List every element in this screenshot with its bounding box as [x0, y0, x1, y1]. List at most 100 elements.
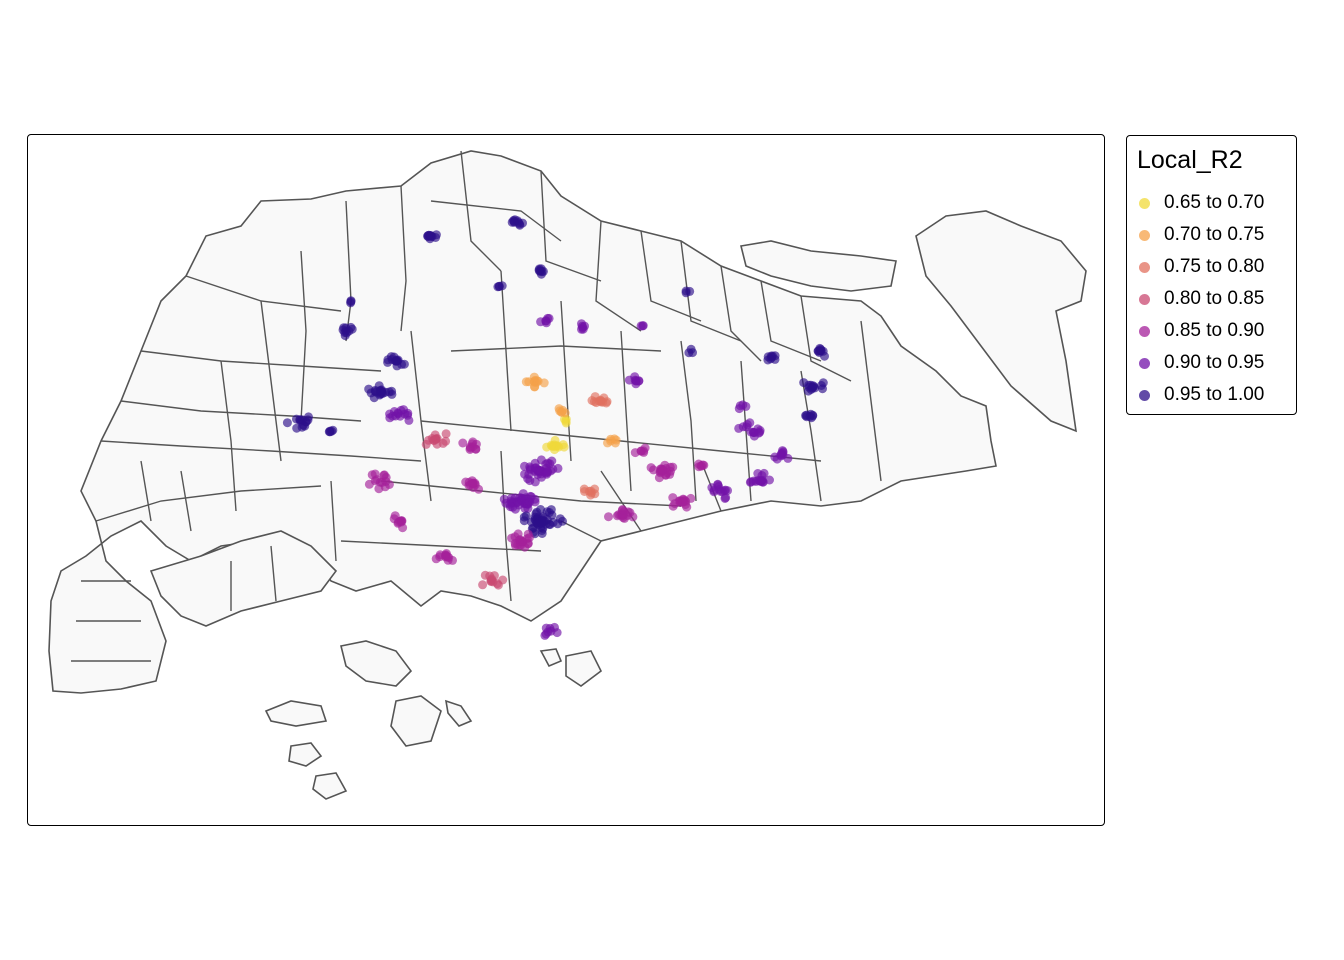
r2-point: [541, 316, 551, 326]
r2-point: [709, 487, 719, 497]
r2-point: [816, 381, 826, 390]
r2-point: [441, 429, 451, 439]
r2-point: [529, 372, 539, 382]
r2-point: [478, 580, 488, 590]
r2-point: [530, 477, 540, 487]
r2-point: [543, 627, 553, 637]
r2-point: [783, 453, 793, 463]
legend: Local_R2 0.65 to 0.70 0.70 to 0.75 0.75 to…: [1126, 135, 1297, 415]
boundary-line: [140, 350, 382, 372]
r2-point: [720, 494, 730, 503]
r2-point: [507, 533, 517, 543]
r2-point: [578, 323, 588, 332]
r2-point: [510, 540, 520, 550]
r2-point: [557, 407, 567, 417]
planning-boundaries: [71, 150, 882, 662]
boundary-line: [800, 295, 852, 382]
r2-point: [523, 504, 533, 513]
island-south-5: [312, 772, 348, 800]
legend-label: 0.85 to 0.90: [1164, 320, 1265, 341]
boundary-line: [680, 340, 697, 502]
r2-point: [505, 502, 515, 512]
r2-point: [507, 493, 516, 503]
r2-point: [678, 497, 688, 507]
r2-point: [553, 463, 563, 473]
legend-swatch: [1139, 197, 1150, 209]
boundary-line: [180, 470, 192, 532]
r2-point: [514, 500, 524, 510]
boundary-line: [330, 480, 337, 562]
r2-point: [742, 420, 752, 429]
boundary-line: [560, 300, 572, 462]
r2-point: [545, 459, 555, 469]
r2-point: [544, 508, 554, 517]
r2-point: [489, 571, 499, 581]
r2-point: [389, 514, 399, 524]
map-panel[interactable]: [27, 134, 1105, 826]
r2-point: [609, 434, 619, 444]
boundary-line: [860, 320, 882, 482]
boundary-line: [720, 265, 762, 362]
boundary-line: [420, 420, 822, 462]
r2-point: [746, 477, 756, 487]
island-south-1: [340, 640, 413, 687]
boundary-line: [620, 330, 632, 492]
r2-point: [684, 348, 694, 358]
r2-point: [521, 377, 531, 387]
island-south-2: [264, 700, 328, 727]
r2-point: [713, 480, 723, 490]
local-r2-points: [282, 215, 829, 640]
boundary-line: [500, 450, 512, 602]
island-south-7: [539, 648, 563, 668]
boundary-line: [400, 185, 407, 332]
r2-point: [480, 570, 490, 580]
legend-swatch: [1139, 325, 1150, 337]
r2-point: [282, 418, 292, 428]
r2-point: [646, 463, 656, 473]
r2-point: [338, 325, 348, 335]
r2-point: [534, 264, 544, 274]
boundary-line: [270, 545, 277, 602]
singapore-map[interactable]: [28, 135, 1105, 826]
legend-swatch: [1139, 293, 1150, 305]
r2-point: [396, 405, 406, 415]
boundary-line: [340, 540, 542, 552]
r2-point: [520, 461, 529, 471]
boundary-line: [430, 200, 562, 242]
boundary-line: [595, 220, 642, 332]
r2-point: [468, 478, 478, 488]
legend-swatch: [1139, 389, 1150, 401]
legend-swatch: [1139, 357, 1150, 369]
r2-point: [468, 437, 478, 447]
pulau-tekong: [915, 210, 1087, 433]
r2-point: [735, 401, 745, 411]
r2-point: [431, 230, 441, 240]
r2-point: [471, 444, 481, 454]
r2-point: [542, 466, 552, 476]
r2-point: [553, 519, 563, 529]
r2-point: [458, 438, 468, 448]
r2-point: [324, 427, 334, 437]
boundary-line: [460, 150, 502, 272]
r2-point: [668, 501, 678, 511]
legend-item: 0.90 to 0.95: [1139, 351, 1264, 375]
r2-point: [403, 410, 413, 420]
r2-point: [391, 411, 401, 421]
boundary-line: [300, 250, 307, 422]
r2-point: [370, 385, 380, 395]
r2-point: [430, 430, 440, 440]
legend-item: 0.85 to 0.90: [1139, 319, 1264, 343]
r2-point: [384, 387, 394, 397]
r2-point: [802, 412, 812, 422]
r2-point: [778, 447, 788, 457]
boundary-line: [500, 270, 512, 432]
r2-point: [734, 423, 744, 433]
land-polygons: [48, 150, 1087, 800]
legend-label: 0.65 to 0.70: [1164, 192, 1265, 213]
r2-point: [531, 509, 541, 519]
legend-label: 0.90 to 0.95: [1164, 352, 1265, 373]
boundary-line: [540, 170, 602, 282]
boundary-line: [640, 230, 702, 322]
boundary-line: [220, 360, 237, 512]
r2-point: [654, 473, 664, 483]
